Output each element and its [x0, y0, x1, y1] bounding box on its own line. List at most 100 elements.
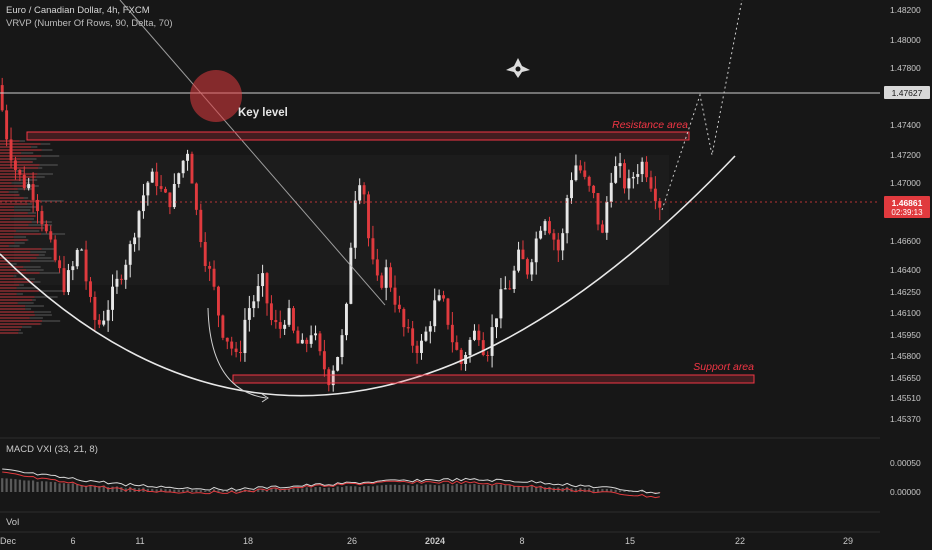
macd-label[interactable]: MACD VXI (33, 21, 8) [6, 444, 98, 455]
time-tick: 22 [735, 536, 745, 546]
profile-bar [0, 221, 32, 223]
candle-body [561, 233, 565, 251]
profile-bar [35, 215, 36, 217]
price-tick: 1.48200 [890, 5, 921, 15]
price-axis[interactable]: 1.48200 1.48000 1.47800 1.47400 1.47200 1.470… [890, 5, 921, 424]
candle-body [300, 339, 304, 344]
profile-bar [0, 200, 41, 202]
candle-body [225, 337, 229, 342]
profile-bar [0, 215, 36, 217]
candle-body [503, 288, 507, 290]
candle-body [53, 239, 57, 261]
candle-body [124, 264, 128, 280]
cup-curve[interactable] [0, 155, 736, 397]
profile-bar [0, 206, 15, 208]
profile-bar [0, 260, 31, 262]
candle-body [552, 233, 556, 240]
profile-bar [0, 149, 42, 151]
candle-body [397, 304, 401, 310]
profile-bar [28, 224, 53, 226]
profile-bar [36, 176, 45, 178]
candle-body [336, 357, 340, 371]
candle-body [278, 322, 282, 329]
candle-body [472, 330, 476, 340]
profile-bar [14, 242, 25, 244]
profile-bar [0, 164, 40, 166]
candle-body [556, 239, 560, 251]
candle-body [239, 351, 242, 354]
profile-bar [0, 302, 18, 304]
candle-body [548, 221, 551, 234]
candle-body [89, 281, 92, 297]
candle-body [353, 200, 357, 248]
candle-body [181, 160, 185, 174]
profile-bar [0, 323, 41, 325]
profile-bar [0, 155, 42, 157]
candle-body [243, 319, 247, 354]
resistance-label: Resistance area [612, 119, 688, 131]
profile-bar [0, 320, 43, 322]
indicator-title[interactable]: VRVP (Number Of Rows, 90, Delta, 70) [6, 18, 173, 29]
profile-bar [41, 233, 66, 235]
profile-bar [40, 143, 51, 145]
support-zone[interactable] [232, 374, 755, 384]
candle-body [75, 249, 79, 267]
candle-body [362, 185, 366, 195]
candle-body [636, 174, 640, 177]
time-tick: Dec [0, 536, 16, 546]
candle-body [49, 231, 53, 240]
candle-body [605, 201, 609, 233]
candle-body [194, 183, 198, 210]
symbol-title[interactable]: Euro / Canadian Dollar, 4h, FXCM [6, 5, 150, 16]
candle-body [459, 349, 463, 364]
candle-body [137, 211, 141, 238]
profile-bar [0, 269, 27, 271]
profile-bar [18, 194, 20, 196]
candle-body [578, 165, 582, 171]
profile-bar [40, 323, 42, 325]
candle-body [358, 185, 362, 201]
profile-bar [26, 269, 44, 271]
profile-bar [0, 275, 14, 277]
candle-body [420, 340, 423, 353]
resistance-zone[interactable] [26, 131, 690, 141]
candle-body [442, 295, 445, 299]
candle-body [428, 326, 432, 332]
candle-body [600, 224, 604, 233]
candle-body [31, 184, 35, 200]
price-tick: 1.45370 [890, 414, 921, 424]
profile-bar [0, 209, 15, 211]
macd-pane [1, 468, 661, 499]
candle-body [384, 267, 388, 288]
candle-body [340, 335, 344, 358]
range-shade [14, 155, 669, 285]
candle-body [649, 177, 653, 189]
time-tick: 26 [347, 536, 357, 546]
profile-bar [39, 164, 58, 166]
candle-body [539, 230, 543, 239]
price-tick: 1.45800 [890, 351, 921, 361]
candle-body [517, 249, 521, 271]
profile-bar [0, 326, 23, 328]
time-axis[interactable]: Dec 6 11 18 26 2024 8 15 22 29 [0, 536, 853, 546]
candle-body [44, 224, 48, 232]
candle-body [9, 139, 13, 161]
candle-body [146, 182, 150, 196]
price-tick: 1.46250 [890, 287, 921, 297]
candle-body [574, 165, 578, 181]
candle-body [261, 273, 265, 287]
profile-bar [0, 299, 33, 301]
profile-bar [11, 182, 30, 184]
volume-label[interactable]: Vol [6, 517, 19, 528]
candle-body [468, 339, 472, 356]
profile-bar [0, 281, 34, 283]
trend-line[interactable] [119, 0, 386, 306]
arrow-head-icon [261, 393, 269, 403]
candle-body [623, 163, 626, 189]
profile-bar [20, 158, 37, 160]
candle-body [256, 286, 260, 302]
candle-body [159, 186, 163, 189]
profile-bar [16, 293, 23, 295]
candle-body [389, 267, 393, 288]
